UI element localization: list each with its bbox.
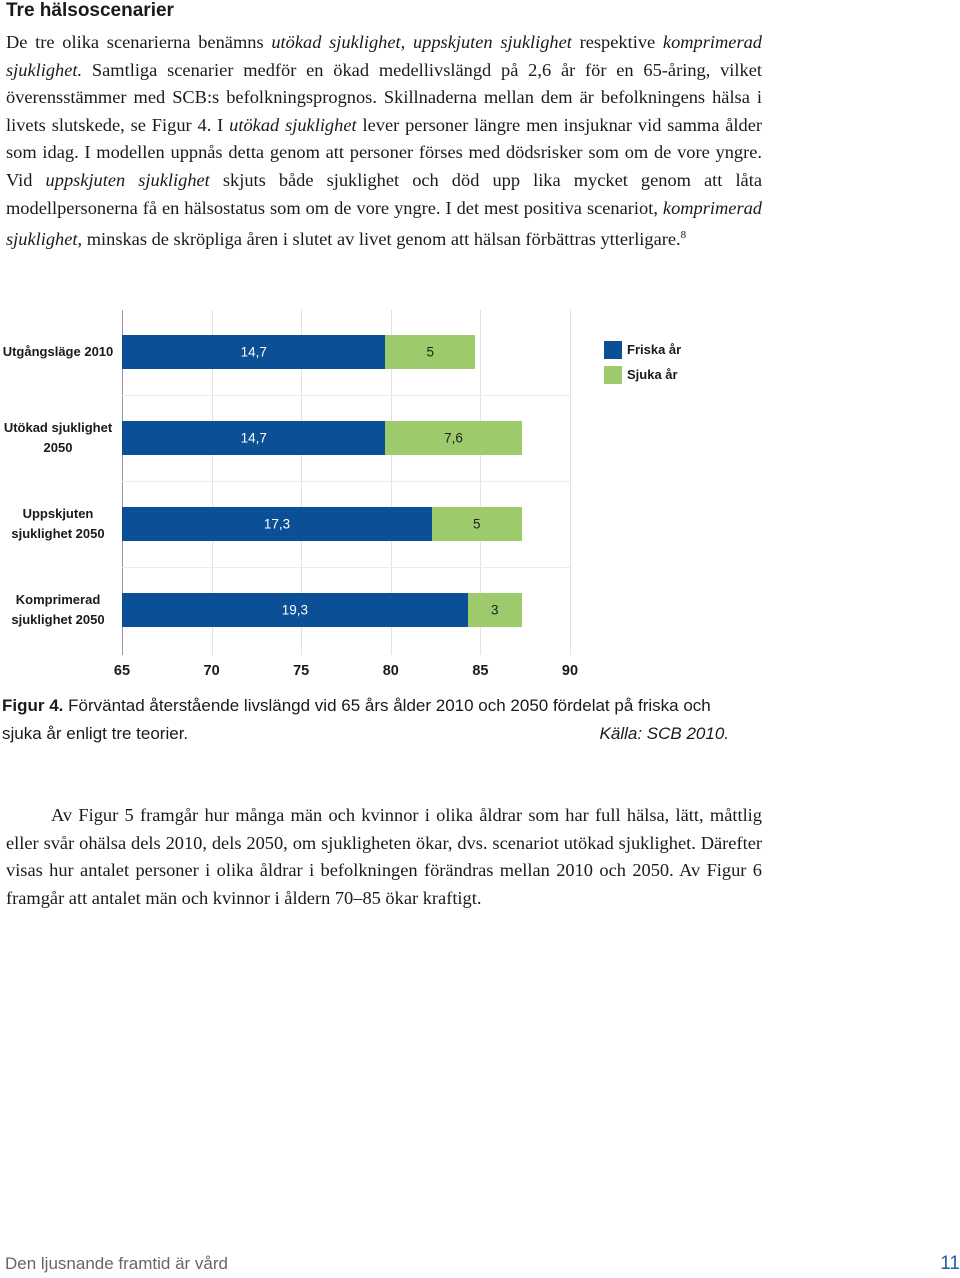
x-tick-label: 70 xyxy=(203,663,220,679)
grid-line xyxy=(480,310,482,655)
bar-segment xyxy=(467,593,522,627)
paragraph: Av Figur 5 framgår hur många män och kvi… xyxy=(6,802,762,912)
text-run: komprimerad sjuklighet. xyxy=(6,32,762,80)
text-run: uppskjuten sjuklighet xyxy=(45,169,210,190)
row-separator xyxy=(122,481,570,482)
bar-segment xyxy=(385,335,476,369)
legend-swatch xyxy=(604,341,622,359)
x-tick-label: 75 xyxy=(293,663,310,679)
page-number: 11 xyxy=(940,1253,960,1274)
text-run: De tre olika scenarierna benämns xyxy=(6,32,272,52)
x-tick-label: 80 xyxy=(382,663,399,679)
legend-label: Sjuka år xyxy=(627,367,678,382)
text-run: utökad sjuklighet, uppskjuten sjuklighet xyxy=(271,32,572,52)
title: Tre hälsoscenarier xyxy=(6,0,174,21)
category-label: Utökad sjuklighet 2050 xyxy=(3,420,113,455)
text-run: 8 xyxy=(680,229,687,242)
category-label: Utgångsläge 2010 xyxy=(2,344,114,359)
category-label: Uppskjuten sjuklighet 2050 xyxy=(11,506,105,541)
bar-segment xyxy=(122,593,468,627)
value-label: 14,7 xyxy=(240,430,267,446)
text-run: skjuts både sjuklighet och död upp lika … xyxy=(6,169,762,218)
row-separator xyxy=(122,395,570,396)
text-run: respektive xyxy=(571,32,663,52)
text-run: Samtliga scenarier medför en ökad medell… xyxy=(6,59,762,135)
chart: 65 70 75 80 85 90 Utgångsläge 2010 14,7 5 Utökad … xyxy=(0,300,720,690)
text-run: lever personer längre men insjuknar vid … xyxy=(6,114,762,190)
grid-line xyxy=(211,310,213,655)
x-tick-label: 85 xyxy=(472,663,489,679)
value-label: 14,7 xyxy=(240,344,267,360)
row-separator xyxy=(122,567,570,568)
value-label: 17,3 xyxy=(263,516,291,532)
value-label: 5 xyxy=(473,516,481,532)
caption-text: Förväntad återstående livslängd vid 65 å… xyxy=(2,696,711,743)
grid-line xyxy=(390,310,392,655)
paragraph: De tre olika scenarierna benämns utökad … xyxy=(6,29,762,254)
value-label: 7,6 xyxy=(444,430,463,446)
x-tick-label: 65 xyxy=(113,663,131,679)
grid-line xyxy=(122,310,123,655)
value-label: 3 xyxy=(490,602,499,618)
bar-segment xyxy=(122,507,433,541)
caption-source: Källa: SCB 2010. xyxy=(599,724,729,743)
text-run: komprimerad sjuklighet xyxy=(6,197,762,250)
text-run: utökad sjuklighet xyxy=(229,114,357,135)
bar-segment xyxy=(432,507,522,541)
bar-segment xyxy=(385,421,522,455)
value-label: 5 xyxy=(426,344,434,360)
legend-label: Friska år xyxy=(627,342,682,357)
bar-segment xyxy=(122,421,386,455)
text-run: , minskas de skröpliga åren i slutet av … xyxy=(77,229,681,250)
category-label: Komprimerad sjuklighet 2050 xyxy=(11,592,105,627)
grid-line xyxy=(301,310,303,655)
footer-text: Den ljusnande framtid är vård xyxy=(5,1254,229,1273)
legend-swatch xyxy=(604,366,622,384)
value-label: 19,3 xyxy=(281,602,309,618)
bar-segment xyxy=(122,335,386,369)
x-tick-label: 90 xyxy=(561,663,579,679)
grid-line xyxy=(570,310,571,655)
caption-label: Figur 4. xyxy=(2,696,64,715)
text-run: Av Figur 5 framgår hur många män och kvi… xyxy=(6,805,762,908)
caption: Figur 4. Förväntad återstående livslängd… xyxy=(2,692,732,748)
